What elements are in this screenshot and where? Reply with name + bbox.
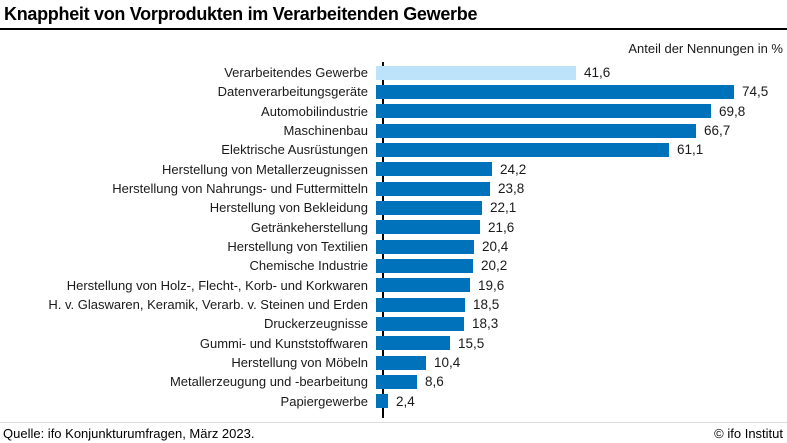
value-label: 24,2 [500,161,527,177]
bar [376,258,473,273]
value-label: 74,5 [742,84,769,100]
chart-row: Metallerzeugung und -bearbeitung 8,6 [0,372,787,391]
bar [376,84,734,99]
chart-row: Herstellung von Holz-, Flecht-, Korb- un… [0,276,787,295]
value-label: 19,6 [478,277,505,293]
category-label: Herstellung von Bekleidung [209,200,368,216]
category-label: H. v. Glaswaren, Keramik, Verarb. v. Ste… [48,297,368,313]
category-label: Chemische Industrie [249,258,369,274]
category-label: Maschinenbau [283,123,368,139]
chart-row: Chemische Industrie 20,2 [0,256,787,275]
title-divider [0,28,787,30]
value-label: 18,5 [473,297,500,313]
value-label: 20,2 [481,258,508,274]
bar [376,355,426,370]
category-label: Getränkeherstellung [250,219,368,235]
category-label: Datenverarbeitungsgeräte [217,84,368,100]
category-label: Elektrische Ausrüstungen [221,142,368,158]
value-label: 20,4 [482,239,509,255]
value-label: 22,1 [490,200,517,216]
category-label: Gummi- und Kunststoffwaren [199,335,368,351]
value-label: 8,6 [425,374,444,390]
chart-row: Herstellung von Textilien 20,4 [0,237,787,256]
category-label: Metallerzeugung und -bearbeitung [169,374,368,390]
chart-row: Datenverarbeitungsgeräte 74,5 [0,82,787,101]
bar-rows: Verarbeitendes Gewerbe 41,6 Datenverarbeit… [0,63,787,411]
chart-row: Verarbeitendes Gewerbe 41,6 [0,63,787,82]
bar [376,220,480,235]
value-label: 2,4 [396,393,415,409]
chart-row: Druckerzeugnisse 18,3 [0,314,787,333]
footer: Quelle: ifo Konjunkturumfragen, März 202… [0,426,787,441]
value-label: 21,6 [488,219,515,235]
category-label: Herstellung von Nahrungs- und Futtermitt… [112,181,368,197]
value-label: 69,8 [719,103,746,119]
bar [376,278,470,293]
chart-row: Gummi- und Kunststoffwaren 15,5 [0,334,787,353]
page-title: Knappheit von Vorprodukten im Verarbeite… [4,4,478,24]
category-label: Papiergewerbe [280,393,368,409]
axis-unit-label: Anteil der Nennungen in % [628,41,783,56]
chart-row: H. v. Glaswaren, Keramik, Verarb. v. Ste… [0,295,787,314]
bar [376,200,482,215]
bar-chart: Verarbeitendes Gewerbe 41,6 Datenverarbeit… [0,62,787,418]
chart-row: Maschinenbau 66,7 [0,121,787,140]
chart-row: Herstellung von Metallerzeugnissen 24,2 [0,160,787,179]
bar [376,181,490,196]
value-label: 23,8 [498,181,525,197]
bar [376,65,576,80]
bar [376,142,669,157]
category-label: Automobilindustrie [261,103,368,119]
category-label: Herstellung von Textilien [227,239,368,255]
bar [376,394,388,409]
value-label: 41,6 [584,65,611,81]
chart-row: Herstellung von Nahrungs- und Futtermitt… [0,179,787,198]
value-label: 15,5 [458,335,485,351]
copyright-note: © ifo Institut [714,426,783,441]
chart-row: Herstellung von Bekleidung 22,1 [0,198,787,217]
value-label: 18,3 [472,316,499,332]
footer-divider [0,422,787,423]
source-note: Quelle: ifo Konjunkturumfragen, März 202… [3,426,255,441]
value-label: 10,4 [434,355,461,371]
value-label: 61,1 [677,142,704,158]
bar [376,336,450,351]
category-label: Druckerzeugnisse [263,316,368,332]
value-label: 66,7 [704,123,731,139]
bar [376,316,464,331]
chart-row: Elektrische Ausrüstungen 61,1 [0,140,787,159]
chart-row: Herstellung von Möbeln 10,4 [0,353,787,372]
bar [376,123,696,138]
category-label: Herstellung von Metallerzeugnissen [162,161,368,177]
bar [376,239,474,254]
category-label: Herstellung von Holz-, Flecht-, Korb- un… [66,277,368,293]
bar [376,104,711,119]
bar [376,297,465,312]
chart-row: Getränkeherstellung 21,6 [0,218,787,237]
category-label: Verarbeitendes Gewerbe [224,65,368,81]
chart-row: Papiergewerbe 2,4 [0,392,787,411]
bar [376,374,417,389]
chart-row: Automobilindustrie 69,8 [0,102,787,121]
bar [376,162,492,177]
category-label: Herstellung von Möbeln [231,355,368,371]
